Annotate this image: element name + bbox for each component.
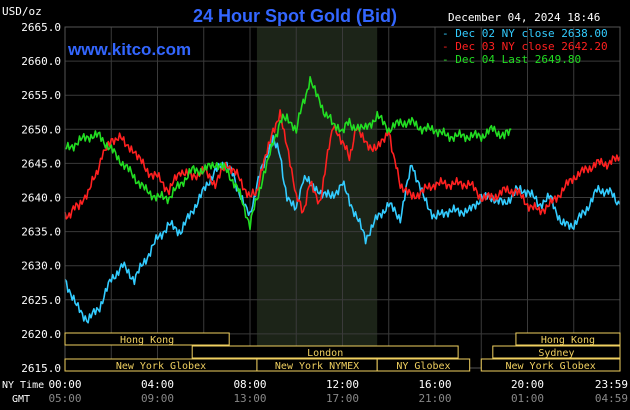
series-line-2: [64, 109, 621, 220]
legend-item-dec03: - Dec 03 NY close 2642.20: [442, 40, 608, 53]
x-tick-label-ny: 20:00: [511, 378, 544, 391]
session-label: NY Globex: [396, 361, 450, 372]
session-label: Sydney: [538, 348, 574, 359]
session-box: [376, 358, 471, 372]
y-tick-label: 2665.0: [21, 21, 61, 34]
x-tick-label-ny: 23:59: [595, 378, 628, 391]
units-label: USD/oz: [2, 5, 42, 18]
x-tick-label-ny: 04:00: [141, 378, 174, 391]
ny-time-label: NY Time: [2, 380, 44, 391]
x-tick-label-gmt: 17:00: [326, 392, 359, 405]
session-label: Hong Kong: [541, 335, 595, 346]
date-label: December 04, 2024 18:46: [448, 11, 600, 24]
gmt-label: GMT: [12, 394, 30, 405]
x-tick-label-gmt: 05:00: [48, 392, 81, 405]
session-label: New York Globex: [116, 361, 206, 372]
series-line-3: [64, 76, 512, 231]
chart-title: 24 Hour Spot Gold (Bid): [193, 6, 397, 26]
y-tick-label: 2630.0: [21, 260, 61, 273]
legend-item-dec02: - Dec 02 NY close 2638.00: [442, 27, 608, 40]
y-tick-label: 2645.0: [21, 157, 61, 170]
legend: - Dec 02 NY close 2638.00 - Dec 03 NY cl…: [442, 27, 608, 66]
x-tick-label-gmt: 13:00: [233, 392, 266, 405]
x-tick-label-ny: 08:00: [233, 378, 266, 391]
y-axis-tick-labels: 2665.0 2660.0 2655.0 2650.0 2645.0 2640.0 2635…: [21, 21, 61, 375]
x-tick-label-ny: 12:00: [326, 378, 359, 391]
x-tick-label-gmt: 04:59: [595, 392, 628, 405]
y-tick-label: 2640.0: [21, 192, 61, 205]
x-tick-label-ny: 16:00: [418, 378, 451, 391]
session-label: Hong Kong: [120, 335, 174, 346]
y-tick-label: 2635.0: [21, 226, 61, 239]
x-tick-label-gmt: 09:00: [141, 392, 174, 405]
session-box: [64, 332, 230, 346]
x-tick-label-gmt: 01:00: [511, 392, 544, 405]
session-label: New York Globex: [505, 361, 595, 372]
y-tick-label: 2625.0: [21, 294, 61, 307]
series-line-1: [64, 134, 621, 324]
session-label: London: [307, 348, 343, 359]
y-tick-label: 2660.0: [21, 55, 61, 68]
trading-sessions: Hong Kong Hong Kong London Sydney New York G…: [64, 332, 621, 372]
legend-item-dec04: - Dec 04 Last 2649.80: [442, 53, 581, 66]
series-layer: [64, 76, 621, 324]
y-tick-label: 2615.0: [21, 362, 61, 375]
y-tick-label: 2620.0: [21, 328, 61, 341]
session-box: [191, 345, 459, 359]
y-tick-label: 2655.0: [21, 89, 61, 102]
session-box: [480, 358, 621, 372]
session-label: New York NYMEX: [275, 361, 359, 372]
y-tick-label: 2650.0: [21, 123, 61, 136]
session-box: [515, 332, 621, 346]
session-box: [492, 345, 621, 359]
brand-label: www.kitco.com: [67, 40, 191, 59]
x-tick-label-ny: 00:00: [48, 378, 81, 391]
x-tick-label-gmt: 21:00: [418, 392, 451, 405]
